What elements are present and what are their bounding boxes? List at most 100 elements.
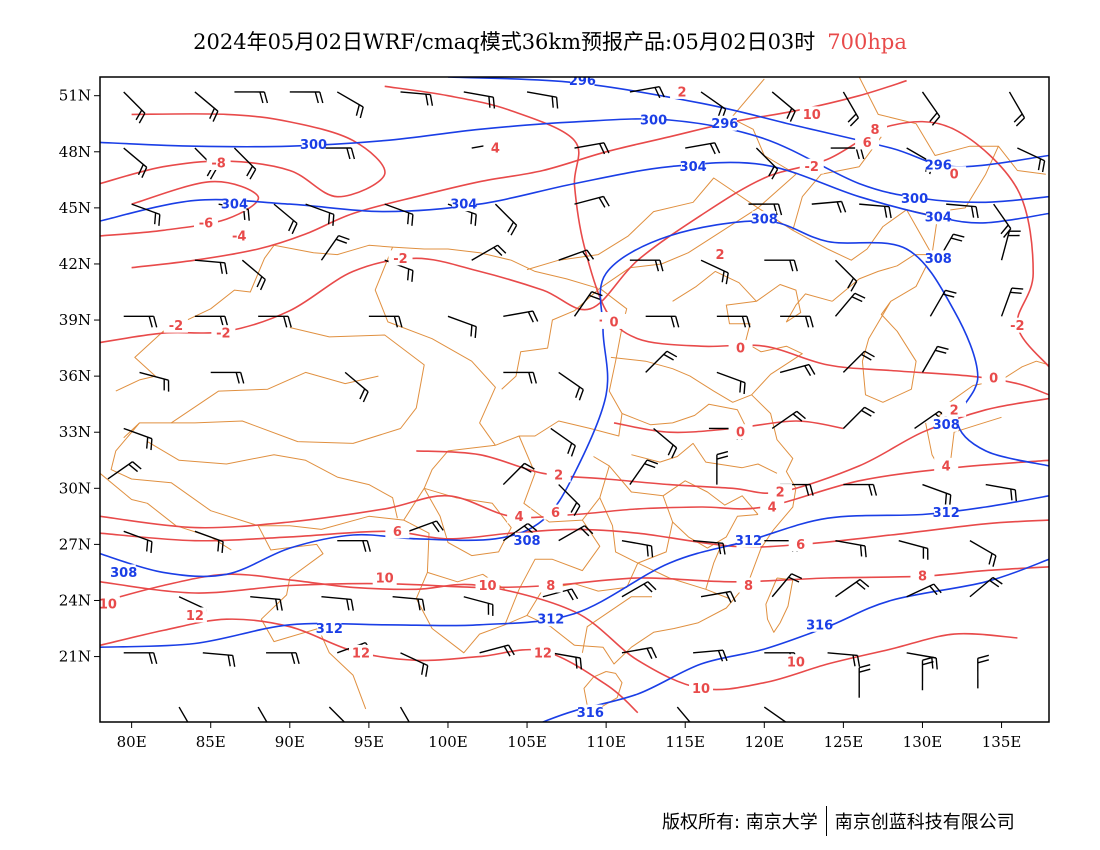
wind-barb (834, 259, 858, 292)
temperature-contour-label-bg (799, 106, 824, 122)
temperature-contour-label: 12 (534, 646, 552, 661)
height-contour-label-bg (926, 209, 951, 225)
height-contour-label-bg (807, 616, 832, 632)
wind-barb (131, 203, 161, 226)
border-line (672, 270, 757, 302)
temperature-contour-label-bg (1005, 317, 1030, 333)
height-contour-label: 300 (901, 192, 928, 207)
temperature-contour-label-bg (855, 134, 880, 150)
wind-barb (400, 652, 429, 677)
height-contour-label-bg (538, 611, 563, 627)
height-contour-label-bg (641, 112, 666, 127)
wind-barb (645, 315, 680, 328)
temperature-contour-label-bg (538, 577, 563, 593)
height-contour-label-bg (902, 190, 927, 206)
wind-barb (558, 371, 584, 401)
temperature-contour-label: -4 (232, 229, 246, 244)
wind-barb (392, 596, 426, 611)
wind-barb (550, 652, 583, 670)
wind-barb (123, 91, 146, 124)
wind-barb (550, 427, 576, 457)
temperature-contour-label-bg (507, 508, 532, 524)
x-tick-label: 105E (507, 733, 547, 751)
wind-barb (771, 91, 796, 122)
wind-barb (123, 315, 158, 328)
y-tick-label: 48N (59, 143, 91, 161)
wind-barb (835, 578, 870, 598)
temperature-contour-label-bg (981, 370, 1006, 385)
temperature-contour-line (384, 85, 1049, 396)
wind-barb (977, 654, 989, 689)
wind-barb (573, 291, 603, 317)
temperature-contour-label: 4 (491, 142, 500, 157)
temperature-contour-label-bg (728, 424, 753, 440)
wind-barb (629, 459, 659, 485)
temperature-contour-label: -6 (199, 216, 213, 231)
height-contour-label: 316 (806, 618, 833, 633)
chart-title: 2024年05月02日WRF/cmaq模式36km预报产品:05月02日03时 7… (0, 26, 1100, 56)
wind-barb (494, 203, 518, 236)
border-line (631, 442, 778, 474)
temperature-contour-label: -2 (1010, 319, 1024, 334)
temperature-contour-label: 12 (352, 646, 370, 661)
wind-barb (241, 259, 266, 291)
temperature-contour-label: -2 (805, 160, 819, 175)
wind-barb (234, 91, 269, 104)
temperature-contour-label-bg (863, 121, 888, 137)
height-contour-label-bg (111, 564, 136, 580)
temperature-contour-label-bg (388, 250, 413, 266)
temperature-contour-label: 0 (950, 168, 959, 183)
height-contour-label-bg (222, 196, 247, 212)
height-contour-label: 308 (513, 534, 540, 549)
temperature-contour-line (131, 79, 907, 269)
wind-barb (780, 315, 814, 328)
wind-barb (368, 315, 403, 328)
wind-barb (716, 450, 729, 485)
wind-barb (266, 652, 300, 664)
height-contour-label: 308 (925, 252, 952, 267)
temperature-contour-line (100, 180, 260, 237)
temperature-contour-label: 2 (950, 403, 959, 418)
temperature-contour-label: 0 (736, 342, 745, 357)
temperature-contour-label-bg (768, 484, 793, 500)
temperature-contour-label: 2 (715, 248, 724, 263)
temperature-contour-label: -8 (211, 157, 225, 172)
wind-barb (716, 371, 746, 395)
wind-barb (764, 259, 798, 272)
plot-frame (99, 76, 1050, 723)
height-contour-label: 296 (711, 117, 738, 132)
wind-barb (305, 203, 335, 226)
copyright-owner: 版权所有: 南京大学 (662, 812, 818, 833)
y-tick-label: 51N (59, 87, 91, 105)
height-contour-label: 296 (925, 158, 952, 173)
x-tick-label: 135E (982, 733, 1022, 751)
temperature-contour-line (100, 519, 1049, 548)
pressure-level-label: 700hpa (827, 30, 907, 54)
height-contour-label: 308 (751, 213, 778, 228)
border-line (123, 327, 425, 444)
wind-barb (898, 539, 929, 560)
wind-barb (503, 371, 537, 384)
temperature-contour-label: -2 (169, 319, 183, 334)
wind-barb (1000, 287, 1024, 317)
wind-barb (123, 427, 153, 451)
temperature-contour-label-bg (670, 83, 695, 99)
border-line (861, 209, 933, 403)
height-contour-label-bg (752, 211, 777, 227)
wind-barb (946, 203, 979, 219)
temperature-contour-label: 10 (376, 572, 394, 587)
wind-barb (842, 91, 860, 127)
temperature-contour-label: 6 (551, 506, 560, 521)
wind-barb (985, 483, 1017, 502)
border-line (757, 207, 933, 261)
wind-barb (1000, 230, 1021, 261)
wind-barb (827, 652, 861, 667)
height-contour-label: 312 (933, 506, 960, 521)
temperature-contour-line (100, 618, 639, 714)
x-tick-label: 130E (903, 733, 943, 751)
border-line (504, 519, 601, 625)
height-contour-label: 312 (537, 613, 564, 628)
wind-barb (479, 644, 515, 657)
wind-barb (399, 706, 410, 722)
wind-barb (202, 652, 236, 667)
